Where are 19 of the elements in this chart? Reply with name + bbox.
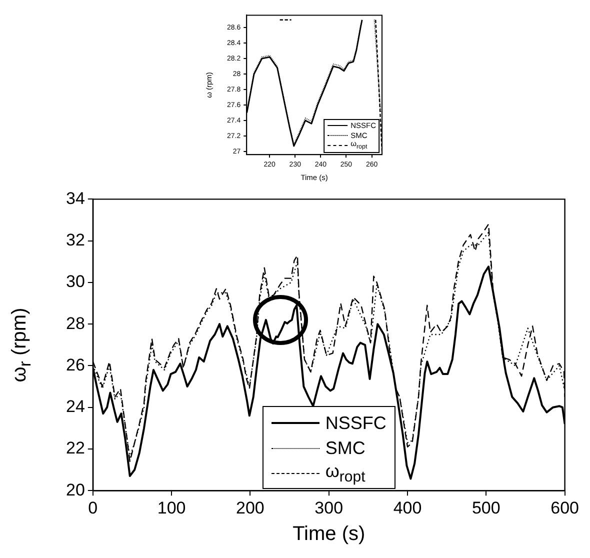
- y-tick-label: 28: [66, 314, 85, 333]
- x-tick-label: 200: [236, 498, 264, 518]
- x-axis-title: Time (s): [292, 523, 366, 545]
- legend-label: ω$_{ropt}$: [325, 460, 366, 486]
- x-tick-label: 600: [550, 498, 580, 518]
- y-tick-label: 32: [66, 230, 85, 250]
- y-tick-label: 24: [66, 397, 85, 416]
- x-tick-label: 300: [314, 498, 344, 518]
- legend-label: SMC: [325, 438, 366, 458]
- y-tick-label: 34: [66, 188, 85, 208]
- x-tick-label: 400: [393, 498, 422, 518]
- x-tick-label: 0: [88, 498, 98, 518]
- legend-label: NSSFC: [325, 413, 386, 434]
- y-tick-label: 20: [66, 480, 85, 500]
- x-tick-label: 100: [157, 498, 186, 518]
- y-tick-label: 26: [66, 355, 85, 374]
- y-tick-label: 22: [66, 438, 85, 458]
- y-tick-label: 30: [66, 272, 85, 292]
- x-tick-label: 500: [472, 498, 500, 518]
